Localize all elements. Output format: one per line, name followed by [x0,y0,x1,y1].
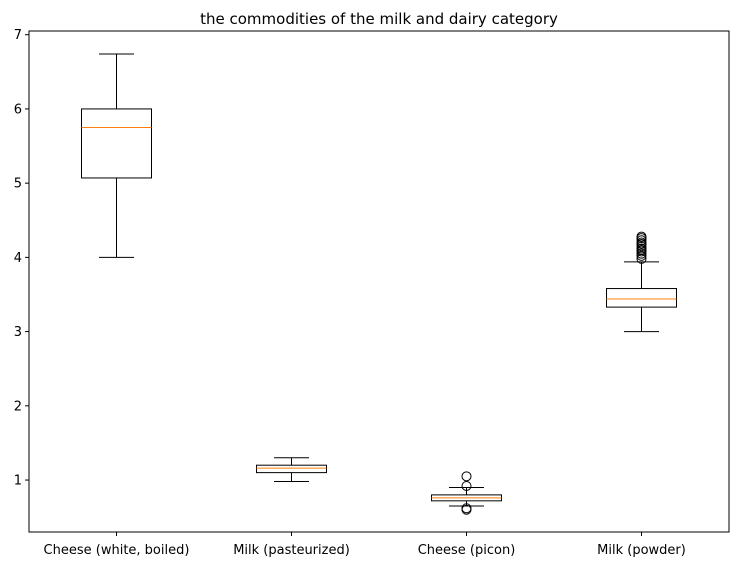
outlier-point [461,503,472,514]
x-tick-label: Milk (powder) [597,543,686,558]
y-tick-label: 5 [14,177,22,192]
box-iqr [256,464,327,474]
x-tick-label: Cheese (white, boiled) [44,543,190,558]
y-tick-label: 6 [14,102,22,117]
outlier-point [636,231,647,242]
box-iqr [81,108,152,179]
plot-frame [28,30,730,533]
outlier-point [636,235,647,246]
outlier-point [636,243,647,254]
outlier-point [636,241,647,252]
y-tick-label: 7 [14,28,22,43]
y-tick-label: 4 [14,251,22,266]
y-tick-label: 2 [14,399,22,414]
x-tick-label: Milk (pasteurized) [233,543,350,558]
plot-area: 1 2 3 4 5 6 7 Cheese (white, boiled) Milk (paste… [14,28,730,558]
outlier-point [636,237,647,248]
outlier-point [636,248,647,259]
outlier-point [636,250,647,261]
outlier-point [461,480,472,491]
outlier-point [461,471,472,482]
y-tick-label: 1 [14,474,22,489]
y-tick-label: 3 [14,325,22,340]
chart-title: the commodities of the milk and dairy ca… [200,10,558,28]
box-iqr [606,288,677,308]
x-tick-label: Cheese (picon) [418,543,516,558]
